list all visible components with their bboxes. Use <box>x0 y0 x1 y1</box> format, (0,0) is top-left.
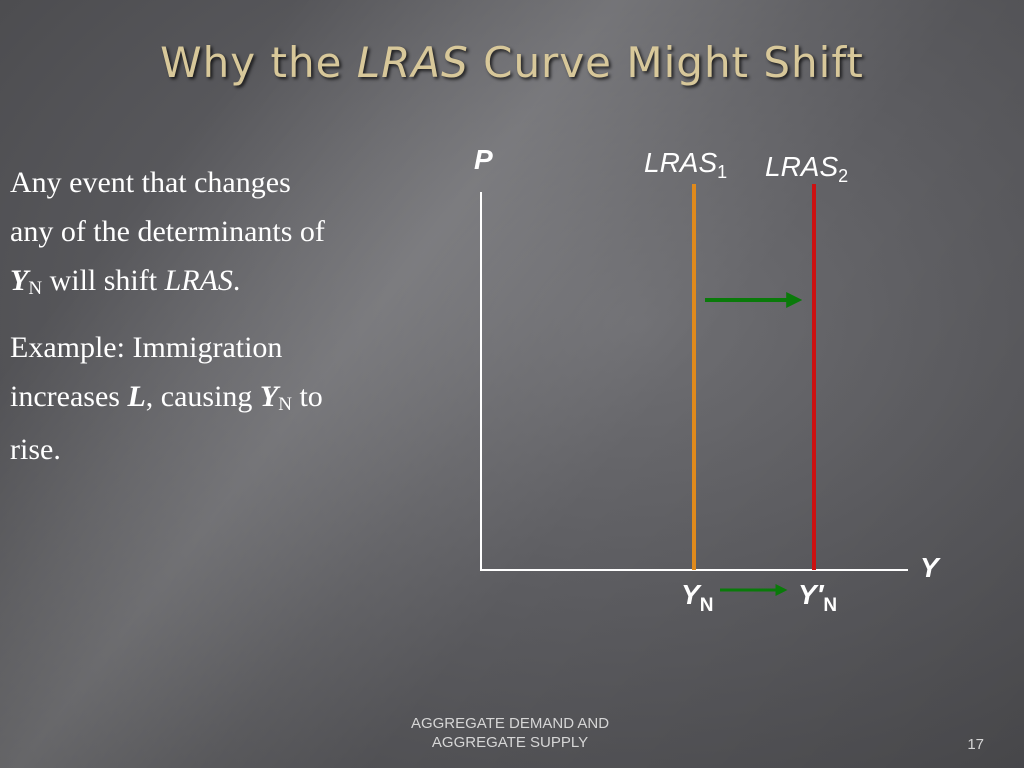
p2-l-symbol: L <box>127 380 146 413</box>
footer-line-2: AGGREGATE SUPPLY <box>431 734 589 751</box>
p1-y-subscript: N <box>28 278 43 299</box>
slide-title: Why the LRAS Curve Might Shift <box>0 38 1024 87</box>
lras1-label: LRAS1 <box>644 147 728 182</box>
y-axis-label: P <box>474 144 493 175</box>
title-text-pre: Why the <box>160 38 357 87</box>
p2-y-subscript: N <box>278 394 292 415</box>
lras1-label-subscript: 1 <box>717 162 728 182</box>
paragraph-example: Example: Immigration increases L, causin… <box>10 323 340 474</box>
p1-y-letter: Y <box>10 264 29 297</box>
lras2-label-subscript: 2 <box>838 166 849 186</box>
yn-label-subscript: N <box>699 595 714 616</box>
footer-line-1: AGGREGATE DEMAND AND <box>410 715 610 732</box>
yn-prime-label-name: Y′ <box>798 579 824 610</box>
lras1-label-name: LRAS <box>644 147 718 178</box>
p1-text-c: . <box>232 264 241 297</box>
yn-label: YN <box>681 579 713 616</box>
slide-footer: AGGREGATE DEMAND AND AGGREGATE SUPPLY <box>360 714 660 752</box>
body-text: Any event that changes any of the determ… <box>10 158 340 488</box>
p2-text-c: to rise. <box>10 380 323 466</box>
p1-text-b: will shift <box>42 264 165 297</box>
yn-prime-label-subscript: N <box>823 595 838 616</box>
p1-text-a: Any event that changes any of the determ… <box>10 166 325 248</box>
title-text-post: Curve Might Shift <box>468 38 864 87</box>
x-axis-label: Y <box>920 552 939 583</box>
title-text-lras: LRAS <box>356 38 469 87</box>
p2-text-a: Example: Immigration increases <box>10 331 283 413</box>
slide-number: 17 <box>967 736 984 753</box>
p2-y-symbol: YN <box>259 380 292 415</box>
p2-y-letter: Y <box>259 380 279 413</box>
p1-y-symbol: YN <box>10 264 43 299</box>
lras2-label: LRAS2 <box>765 151 849 186</box>
yn-label-name: Y <box>681 579 700 610</box>
p1-lras: LRAS <box>164 264 233 297</box>
yn-prime-label: Y′N <box>798 579 837 616</box>
lras2-label-name: LRAS <box>765 151 839 182</box>
paragraph-determinants: Any event that changes any of the determ… <box>10 158 340 309</box>
p2-text-b: , causing <box>145 380 260 413</box>
